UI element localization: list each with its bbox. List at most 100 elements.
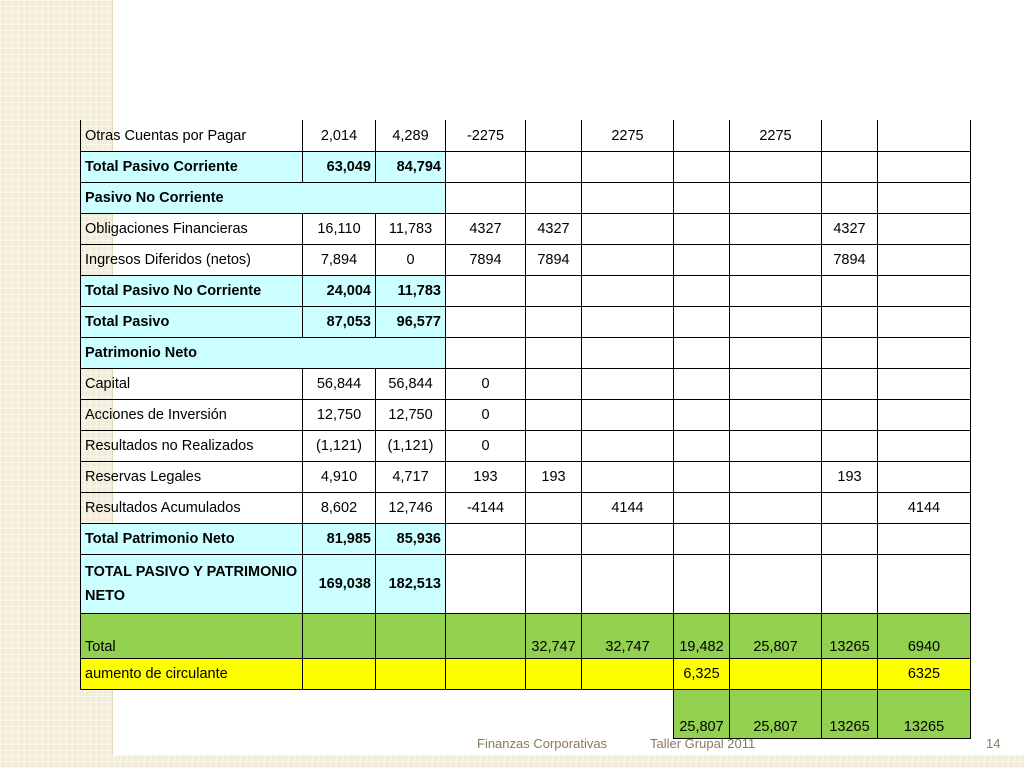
cell: [729, 399, 822, 431]
cell: 24,004: [302, 275, 376, 307]
cell: [525, 658, 582, 690]
cell: [821, 554, 878, 614]
cell: [581, 182, 674, 214]
cell: [445, 182, 526, 214]
cell: (1,121): [375, 430, 446, 462]
cell: 12,750: [302, 399, 376, 431]
table-row: Pasivo No Corriente: [80, 182, 971, 214]
cell: [877, 461, 971, 493]
cell: [582, 690, 674, 739]
cell: 12,746: [375, 492, 446, 524]
cell: 19,482: [673, 613, 730, 659]
cell: [581, 399, 674, 431]
cell: 7894: [445, 244, 526, 276]
cell: [821, 275, 878, 307]
cell: 96,577: [375, 306, 446, 338]
cell: [673, 182, 730, 214]
cell: [302, 613, 376, 659]
row-label: aumento de circulante: [80, 658, 303, 690]
cell: 4144: [581, 492, 674, 524]
cell: [81, 690, 303, 739]
cell: 11,783: [375, 275, 446, 307]
cell: [673, 430, 730, 462]
cell: 81,985: [302, 523, 376, 555]
cell: 56,844: [302, 368, 376, 400]
row-label: Total Pasivo No Corriente: [80, 275, 303, 307]
row-label: Ingresos Diferidos (netos): [80, 244, 303, 276]
cell: 4327: [821, 213, 878, 245]
cell: 85,936: [375, 523, 446, 555]
section-header: Patrimonio Neto: [80, 337, 446, 369]
cell: [877, 368, 971, 400]
cell: [877, 275, 971, 307]
cell: 13265: [821, 689, 878, 739]
cell: [821, 523, 878, 555]
table-row: Resultados Acumulados 8,602 12,746 -4144…: [80, 492, 971, 524]
cell: [877, 151, 971, 183]
cell: [525, 492, 582, 524]
table-row: Ingresos Diferidos (netos) 7,894 0 7894 …: [80, 244, 971, 276]
cell: [729, 368, 822, 400]
cell: [821, 368, 878, 400]
cell: 4327: [445, 213, 526, 245]
cell: [729, 306, 822, 338]
cell: [581, 461, 674, 493]
cell: [525, 306, 582, 338]
cell: [877, 554, 971, 614]
cell: [729, 275, 822, 307]
cell: [821, 182, 878, 214]
cell: 25,807: [729, 613, 822, 659]
cell: [525, 399, 582, 431]
cell: 2,014: [302, 120, 376, 152]
cell: [729, 554, 822, 614]
cell: [729, 523, 822, 555]
cell: 7894: [821, 244, 878, 276]
row-label: Resultados Acumulados: [80, 492, 303, 524]
cell: [729, 461, 822, 493]
cell: [821, 430, 878, 462]
cell: [445, 306, 526, 338]
footer-taller: Taller Grupal 2011: [650, 736, 756, 751]
table-row: Total Pasivo No Corriente 24,004 11,783: [80, 275, 971, 307]
cell: [673, 275, 730, 307]
row-label: TOTAL PASIVO Y PATRIMONIO NETO: [80, 554, 303, 614]
cell: 2275: [729, 120, 822, 152]
cell: [821, 658, 878, 690]
cell: [821, 120, 878, 152]
cell: 13265: [877, 689, 971, 739]
cell: 4,289: [375, 120, 446, 152]
cell: [581, 523, 674, 555]
table-row: TOTAL PASIVO Y PATRIMONIO NETO 169,038 1…: [80, 554, 971, 614]
cell: [445, 613, 526, 659]
cell: [877, 182, 971, 214]
cell: 25,807: [729, 689, 822, 739]
cell: [673, 306, 730, 338]
row-label: Total Pasivo Corriente: [80, 151, 303, 183]
footer-course: Finanzas Corporativas: [477, 736, 608, 751]
cell: [525, 120, 582, 152]
cell: [821, 399, 878, 431]
cell: [877, 430, 971, 462]
cell: [581, 213, 674, 245]
cell: [525, 523, 582, 555]
cell: [525, 182, 582, 214]
decorative-bottom-band: [0, 755, 1024, 768]
row-label: Capital: [80, 368, 303, 400]
cell: 13265: [821, 613, 878, 659]
cell: [525, 337, 582, 369]
cell: [877, 213, 971, 245]
cell: 0: [445, 430, 526, 462]
cell: [673, 461, 730, 493]
cell: [729, 430, 822, 462]
cell: [673, 120, 730, 152]
cell: 4327: [525, 213, 582, 245]
cell: 193: [445, 461, 526, 493]
cell: [821, 492, 878, 524]
cell: [303, 690, 376, 739]
section-header: Pasivo No Corriente: [80, 182, 446, 214]
cell: [525, 554, 582, 614]
row-label: Resultados no Realizados: [80, 430, 303, 462]
cell: [445, 275, 526, 307]
cell: (1,121): [302, 430, 376, 462]
cell: [729, 213, 822, 245]
